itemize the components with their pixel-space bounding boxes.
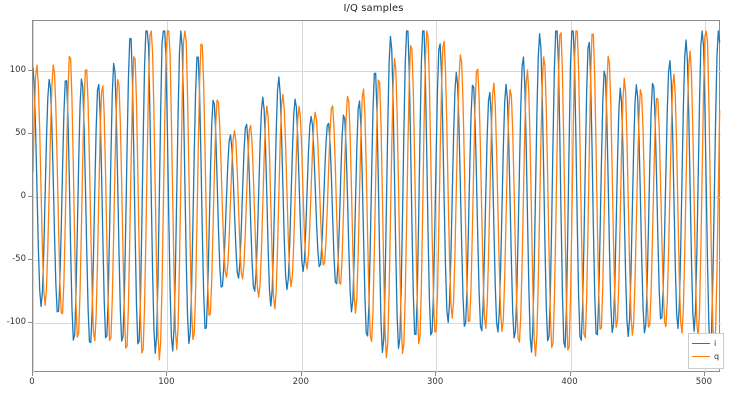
legend[interactable]: i q bbox=[688, 333, 724, 369]
plot-svg bbox=[33, 21, 721, 373]
page-title: I/Q samples bbox=[343, 3, 404, 14]
x-tick-label: 400 bbox=[561, 377, 578, 387]
series-line-i bbox=[33, 30, 721, 354]
legend-item-q[interactable]: q bbox=[692, 350, 720, 363]
x-tick-label: 100 bbox=[158, 377, 175, 387]
y-tick-mark bbox=[28, 258, 32, 260]
x-tick-mark bbox=[569, 372, 571, 376]
y-tick-mark bbox=[28, 133, 32, 135]
y-axis-tick-labels: -100 -50 0 50 100 bbox=[0, 0, 26, 405]
y-tick-label: 50 bbox=[15, 128, 26, 139]
y-tick-label: 0 bbox=[20, 191, 26, 201]
data-series bbox=[33, 30, 721, 361]
x-tick-mark bbox=[166, 372, 168, 376]
x-tick-mark bbox=[435, 372, 437, 376]
legend-label-i: i bbox=[714, 338, 717, 348]
x-tick-mark bbox=[703, 372, 705, 376]
legend-item-i[interactable]: i bbox=[692, 337, 720, 350]
x-tick-mark bbox=[300, 372, 302, 376]
y-tick-label: -50 bbox=[12, 253, 26, 264]
plot-area bbox=[32, 20, 721, 373]
legend-swatch-i bbox=[692, 343, 710, 344]
x-tick-label: 300 bbox=[427, 377, 444, 387]
x-tick-mark bbox=[32, 372, 33, 376]
x-tick-label: 200 bbox=[292, 377, 309, 387]
legend-label-q: q bbox=[714, 351, 720, 361]
y-tick-label: -100 bbox=[6, 316, 26, 327]
x-tick-label: 0 bbox=[29, 377, 35, 387]
y-tick-mark bbox=[28, 70, 32, 72]
y-tick-label: 100 bbox=[9, 65, 26, 76]
series-line-q bbox=[33, 30, 721, 361]
y-tick-mark bbox=[28, 321, 32, 323]
legend-swatch-q bbox=[692, 356, 710, 357]
y-tick-mark bbox=[28, 196, 32, 197]
x-tick-label: 500 bbox=[695, 377, 712, 387]
